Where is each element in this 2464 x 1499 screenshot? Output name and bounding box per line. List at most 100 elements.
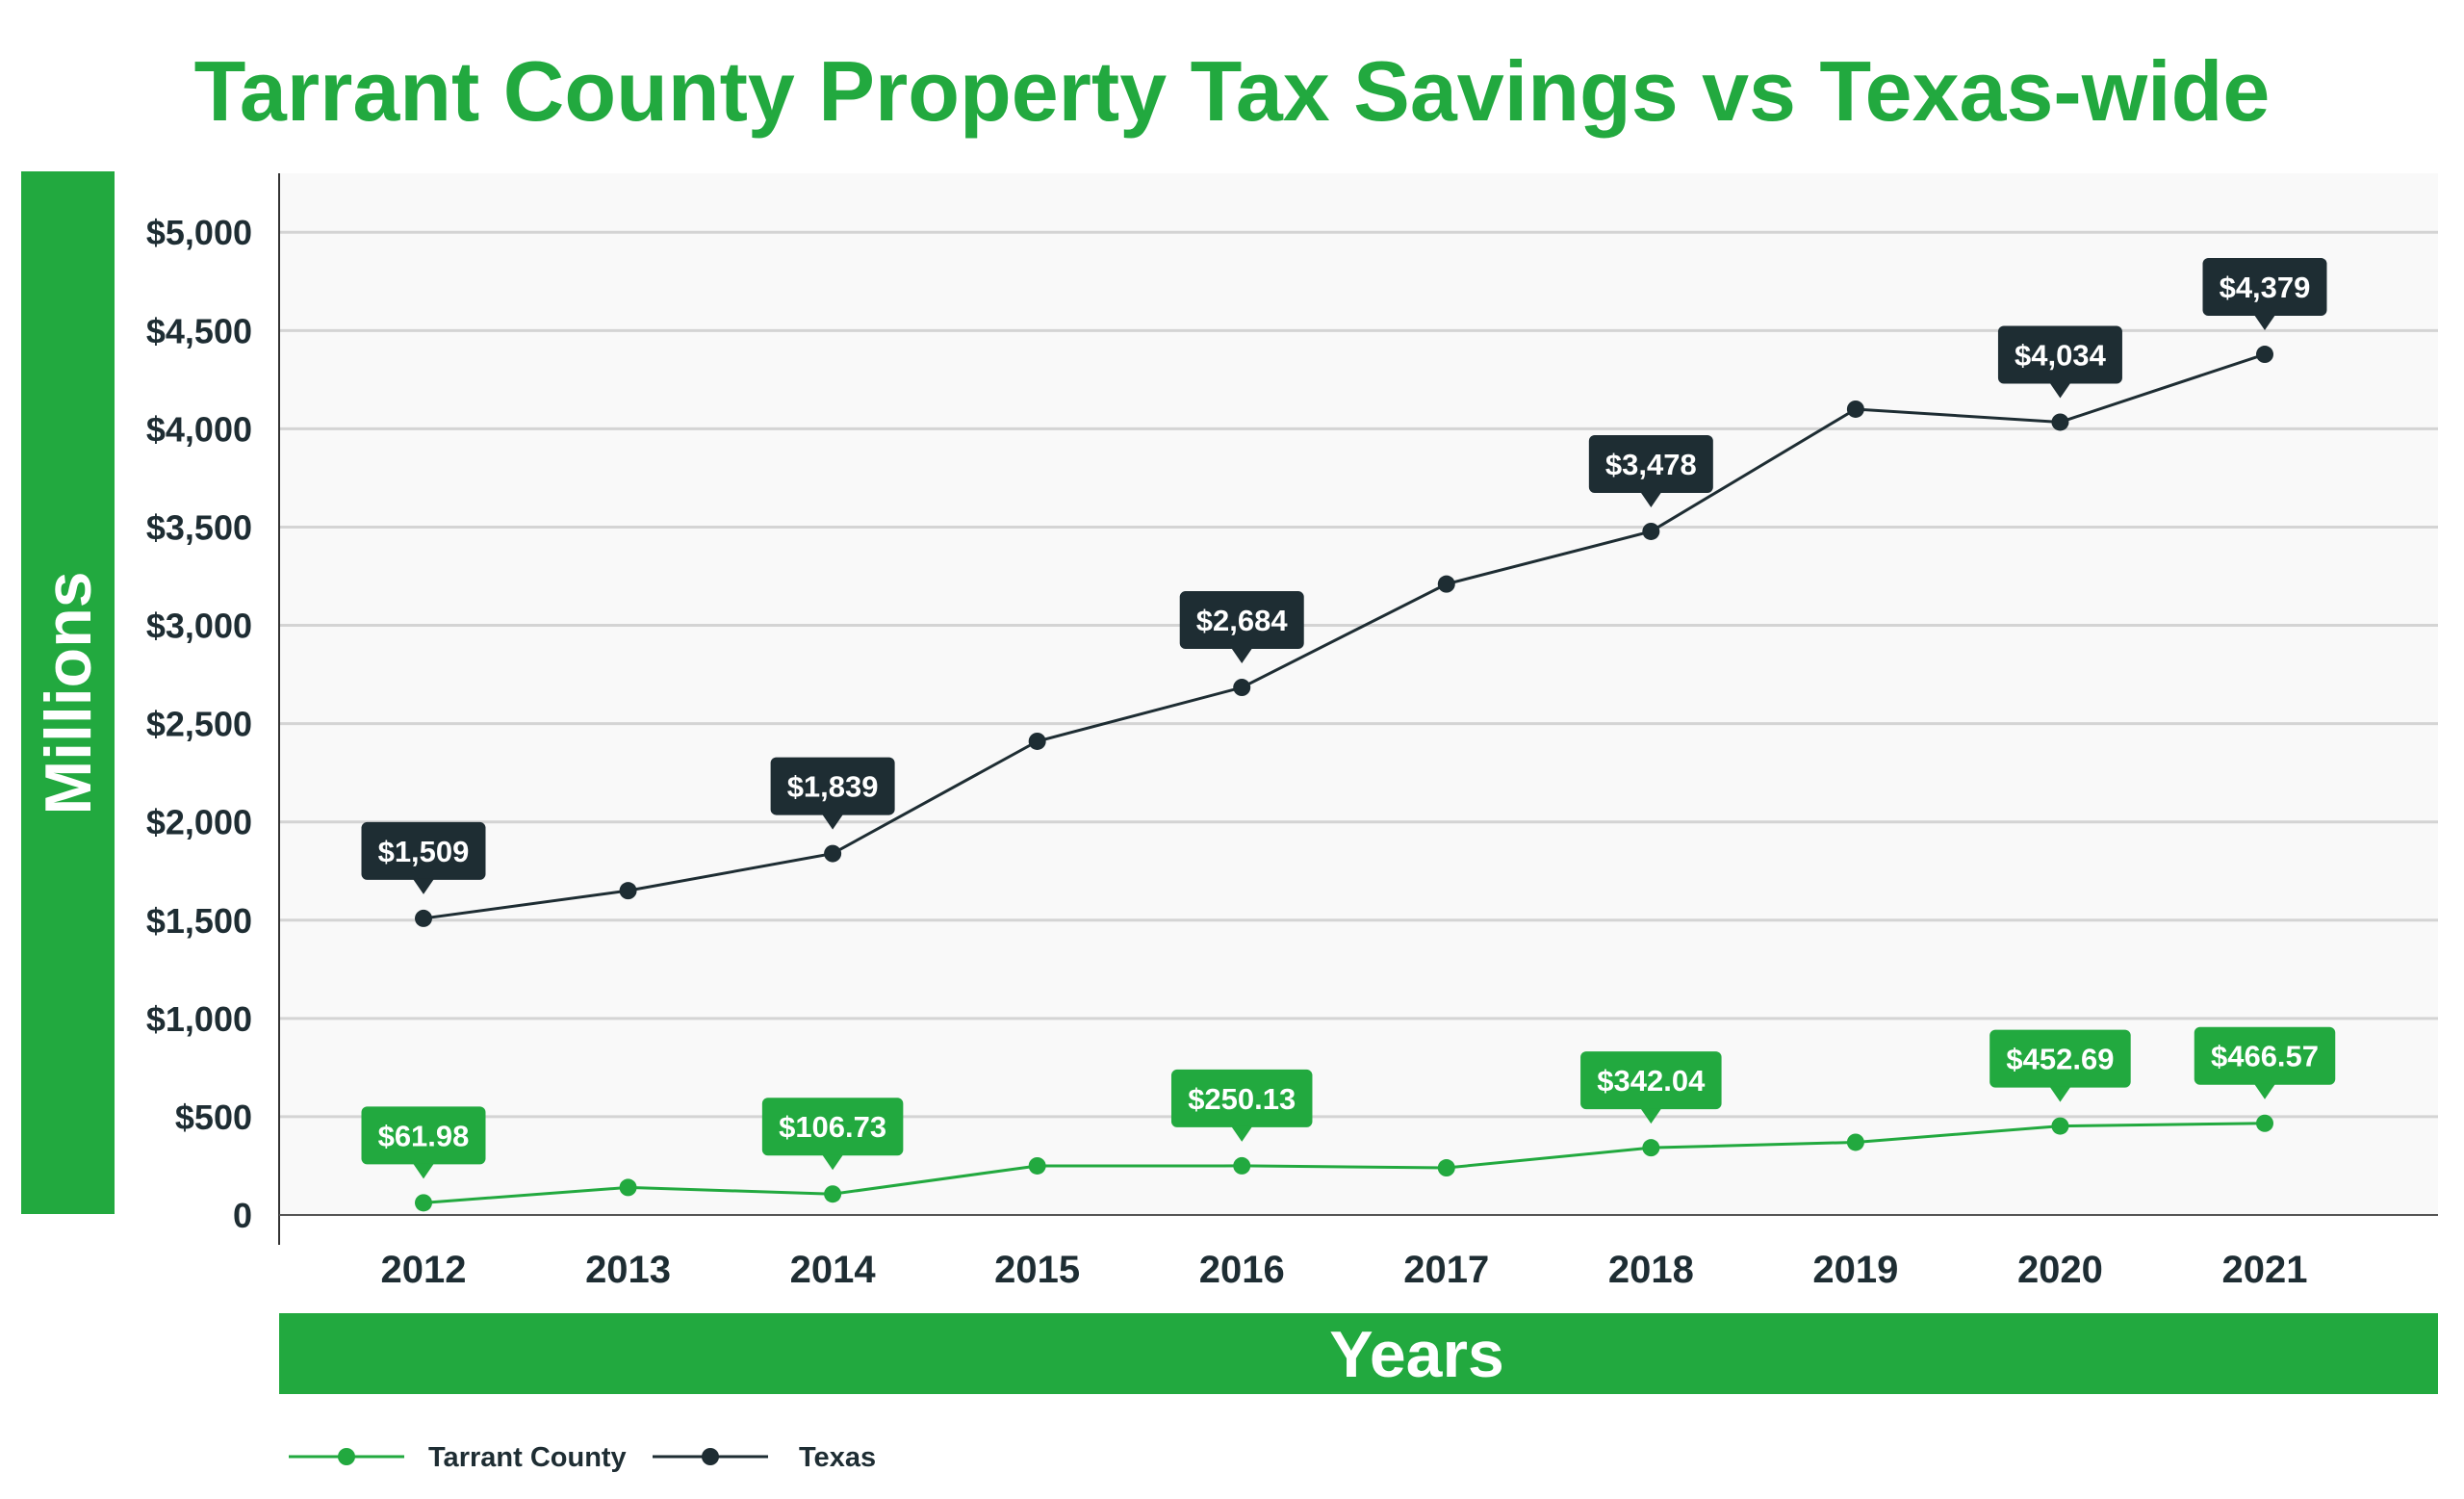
data-label-box <box>361 1106 486 1165</box>
tarrant-county-data-label: $466.57 <box>2194 1026 2336 1099</box>
tarrant-county-point <box>1846 1133 1864 1151</box>
data-label-box <box>770 757 895 815</box>
data-label-pointer <box>1640 1108 1662 1124</box>
x-tick-label: 2014 <box>790 1249 877 1291</box>
texas-point <box>1233 679 1251 697</box>
texas-point <box>1642 522 1660 540</box>
data-label-pointer <box>822 1154 844 1171</box>
data-label-pointer <box>2049 382 2071 399</box>
data-label-text: $1,839 <box>787 770 879 804</box>
data-label-text: $4,379 <box>2220 271 2311 304</box>
tarrant-county-point <box>1233 1156 1251 1175</box>
data-label-box <box>1588 434 1713 493</box>
x-tick-label: 2020 <box>2017 1249 2103 1291</box>
data-label-pointer <box>2254 315 2275 331</box>
data-label-pointer <box>413 878 434 894</box>
y-tick-label: $1,500 <box>146 901 252 941</box>
texas-point <box>2256 346 2273 364</box>
y-tick-label: $4,500 <box>146 311 252 350</box>
data-label-box <box>1179 591 1304 650</box>
tarrant-county-point <box>1642 1139 1660 1157</box>
texas-point <box>2051 413 2069 431</box>
tarrant-county-point <box>619 1178 637 1197</box>
texas-point <box>1028 732 1046 750</box>
y-tick-labels: 0 $500 $1,000 $1,500 $2,000 $2,500 $3,000 $3,50… <box>146 213 252 1235</box>
y-axis-title: Millions <box>32 571 105 814</box>
data-label-text: $452.69 <box>2006 1043 2114 1076</box>
x-tick-label: 2017 <box>1403 1249 1489 1291</box>
y-tick-label: $5,000 <box>146 213 252 252</box>
data-label-box <box>1997 325 2122 384</box>
data-label-text: $250.13 <box>1188 1082 1296 1116</box>
data-label-pointer <box>822 814 844 830</box>
data-label-text: $3,478 <box>1605 448 1697 481</box>
y-tick-label: 0 <box>233 1196 252 1235</box>
legend-item-tarrant-county: Tarrant County <box>289 1442 627 1473</box>
legend: Tarrant County Texas <box>289 1442 876 1473</box>
x-tick-label: 2019 <box>1812 1249 1898 1291</box>
tarrant-county-data-label: $452.69 <box>1989 1029 2131 1102</box>
tarrant-county-point <box>1028 1156 1046 1175</box>
data-labels: $61.98 $106.73 $250.13 $342.04 $452.69 $466.5… <box>361 258 2336 1179</box>
series-group <box>415 346 2273 1212</box>
data-label-text: $106.73 <box>779 1110 886 1144</box>
x-axis-title-band <box>279 1313 2438 1394</box>
y-tick-label: $3,000 <box>146 607 252 646</box>
y-tick-label: $2,500 <box>146 705 252 744</box>
y-tick-label: $500 <box>175 1098 252 1137</box>
data-label-box <box>1989 1029 2131 1088</box>
y-tick-label: $1,000 <box>146 999 252 1039</box>
data-label-text: $1,509 <box>378 835 470 868</box>
texas-data-label: $1,839 <box>770 757 895 830</box>
y-tick-label: $3,500 <box>146 507 252 547</box>
data-label-box <box>1580 1051 1722 1110</box>
texas-point <box>1437 575 1455 593</box>
chart-title: Tarrant County Property Tax Savings vs T… <box>194 43 2271 139</box>
x-tick-label: 2012 <box>381 1249 467 1291</box>
data-label-pointer <box>1640 491 1662 507</box>
legend-marker <box>702 1448 719 1465</box>
tarrant-county-data-label: $61.98 <box>361 1106 486 1179</box>
texas-data-label: $4,034 <box>1997 325 2122 399</box>
x-tick-label: 2015 <box>994 1249 1080 1291</box>
data-label-box <box>2194 1026 2336 1085</box>
y-tick-label: $2,000 <box>146 803 252 842</box>
data-label-box <box>361 821 486 880</box>
data-label-box <box>2202 258 2327 317</box>
data-label-box <box>761 1098 904 1156</box>
x-tick-label: 2021 <box>2222 1249 2308 1291</box>
data-label-pointer <box>2254 1083 2275 1099</box>
x-tick-labels: 2012 2013 2014 2015 2016 2017 2018 2019 2020 2021 <box>381 1249 2308 1291</box>
grid-lines <box>279 230 2438 1119</box>
data-label-box <box>1170 1069 1313 1127</box>
tarrant-county-line <box>423 1122 2266 1204</box>
data-label-pointer <box>413 1163 434 1179</box>
tarrant-county-data-label: $106.73 <box>761 1098 904 1171</box>
data-label-pointer <box>2049 1086 2071 1102</box>
texas-data-label: $1,509 <box>361 821 486 894</box>
data-label-text: $4,034 <box>2015 338 2107 372</box>
texas-data-label: $4,379 <box>2202 258 2327 331</box>
texas-point <box>415 909 432 927</box>
texas-point <box>1846 400 1864 418</box>
legend-label: Texas <box>799 1442 876 1473</box>
texas-data-label: $3,478 <box>1588 434 1713 507</box>
data-label-pointer <box>1231 648 1253 664</box>
texas-point <box>619 882 637 900</box>
texas-point <box>824 844 842 863</box>
texas-data-label: $2,684 <box>1179 591 1304 664</box>
tarrant-county-point <box>2256 1114 2273 1132</box>
y-axis-title-band <box>21 171 115 1214</box>
x-tick-label: 2016 <box>1199 1249 1285 1291</box>
legend-marker <box>338 1448 355 1465</box>
tarrant-county-point <box>824 1185 842 1203</box>
data-label-text: $2,684 <box>1196 604 1289 637</box>
data-label-text: $342.04 <box>1597 1064 1706 1098</box>
tarrant-county-point <box>415 1194 432 1212</box>
x-tick-label: 2013 <box>585 1249 671 1291</box>
data-label-text: $61.98 <box>378 1119 470 1152</box>
legend-label: Tarrant County <box>428 1442 627 1473</box>
data-label-text: $466.57 <box>2211 1040 2319 1073</box>
data-label-pointer <box>1231 1125 1253 1142</box>
